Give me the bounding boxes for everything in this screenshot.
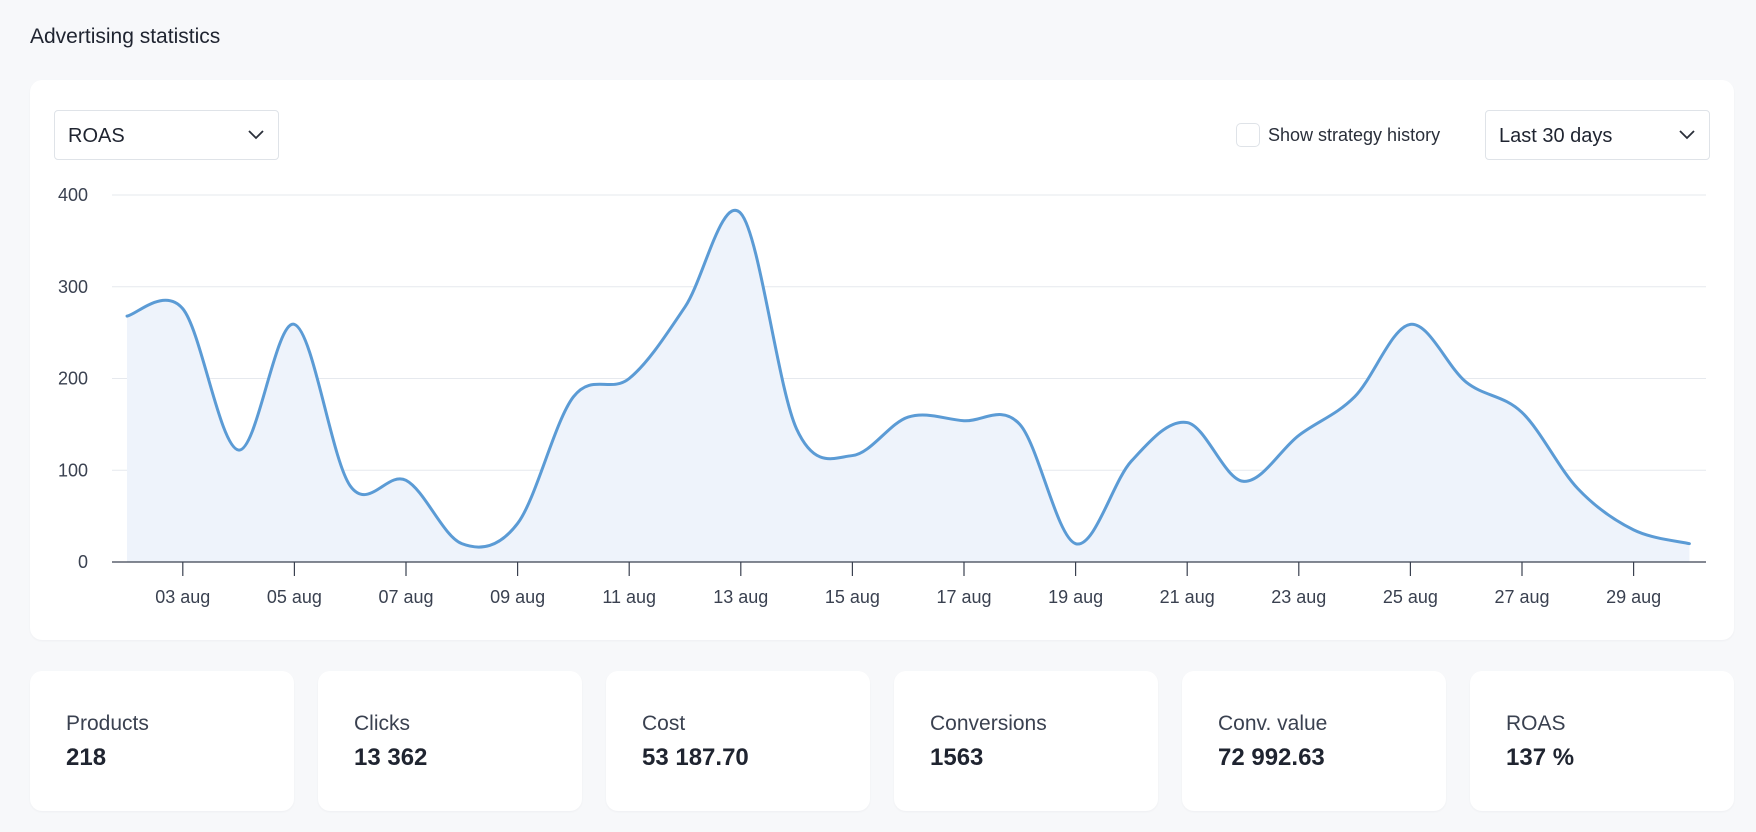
y-tick-label: 100 [58, 460, 88, 480]
kpi-card-roas: ROAS 137 % [1470, 671, 1734, 811]
x-tick-label: 23 aug [1271, 587, 1326, 607]
kpi-card-conversions: Conversions 1563 [894, 671, 1158, 811]
kpi-row: Products 218 Clicks 13 362 Cost 53 187.70 Conv… [30, 671, 1734, 811]
kpi-card-cost: Cost 53 187.70 [606, 671, 870, 811]
kpi-value: 218 [66, 744, 107, 771]
strategy-history-checkbox[interactable] [1236, 123, 1260, 147]
y-tick-label: 400 [58, 185, 88, 205]
kpi-card-conv-value: Conv. value 72 992.63 [1182, 671, 1446, 811]
kpi-value: 137 % [1506, 744, 1575, 771]
kpi-label: ROAS [1506, 712, 1566, 735]
date-range-value: Last 30 days [1499, 125, 1613, 147]
kpi-label: Products [66, 712, 149, 735]
kpi-value: 72 992.63 [1218, 744, 1325, 771]
x-tick-label: 21 aug [1160, 587, 1215, 607]
kpi-value: 53 187.70 [642, 744, 749, 771]
y-tick-label: 200 [58, 369, 88, 389]
kpi-label: Clicks [354, 712, 410, 735]
series-line [125, 208, 1691, 549]
page-title: Advertising statistics [30, 25, 221, 48]
x-tick-label: 19 aug [1048, 587, 1103, 607]
x-tick-label: 29 aug [1606, 587, 1661, 607]
x-tick-label: 15 aug [825, 587, 880, 607]
chevron-down-icon [248, 130, 264, 140]
strategy-history-label: Show strategy history [1268, 124, 1441, 145]
y-tick-label: 0 [78, 552, 88, 572]
y-tick-label: 300 [58, 277, 88, 297]
kpi-value: 1563 [930, 744, 984, 771]
metric-select-value: ROAS [68, 125, 125, 147]
kpi-card-products: Products 218 [30, 671, 294, 811]
x-tick-label: 25 aug [1383, 587, 1438, 607]
chart-card: ROAS Show strategy history Last 30 days … [30, 80, 1734, 640]
x-tick-label: 03 aug [155, 587, 210, 607]
kpi-label: Conversions [930, 712, 1047, 735]
kpi-label: Cost [642, 712, 686, 735]
series-area [127, 210, 1690, 562]
date-range-select[interactable]: Last 30 days [1485, 110, 1710, 160]
x-tick-label: 09 aug [490, 587, 545, 607]
kpi-label: Conv. value [1218, 712, 1328, 735]
x-tick-label: 11 aug [602, 587, 656, 607]
chevron-down-icon [1679, 130, 1695, 140]
kpi-value: 13 362 [354, 744, 428, 771]
x-tick-label: 07 aug [378, 587, 433, 607]
x-tick-label: 13 aug [713, 587, 768, 607]
x-tick-label: 27 aug [1494, 587, 1549, 607]
metric-select[interactable]: ROAS [54, 110, 279, 160]
roas-chart: 0 100 200 300 400 03 aug 05 aug 07 aug 09 aug 11 … [58, 185, 1706, 607]
kpi-card-clicks: Clicks 13 362 [318, 671, 582, 811]
strategy-history-toggle[interactable]: Show strategy history [1236, 122, 1440, 148]
x-tick-label: 05 aug [267, 587, 322, 607]
x-tick-label: 17 aug [936, 587, 991, 607]
